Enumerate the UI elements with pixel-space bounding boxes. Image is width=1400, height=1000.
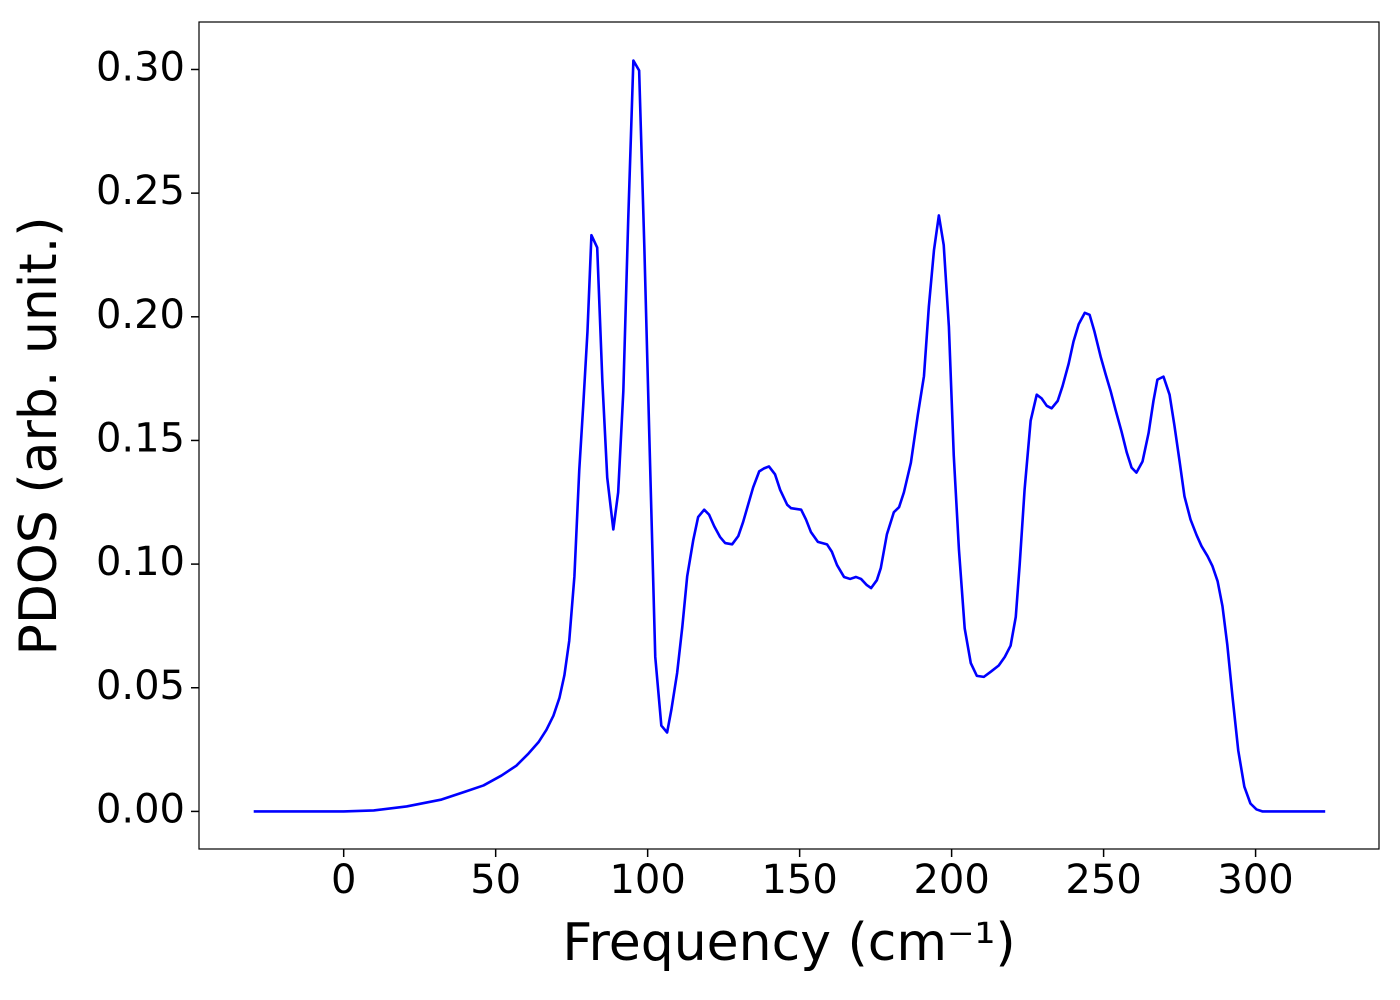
y-tick-label: 0.25 — [96, 168, 185, 214]
y-tick-label: 0.15 — [96, 415, 185, 461]
x-tick-label: 200 — [913, 857, 989, 903]
y-tick-label: 0.05 — [96, 663, 185, 709]
x-tick-label: 250 — [1065, 857, 1141, 903]
x-tick-label: 0 — [331, 857, 356, 903]
y-tick-label: 0.10 — [96, 539, 185, 585]
y-tick-label: 0.20 — [96, 292, 185, 338]
x-tick-label: 300 — [1217, 857, 1293, 903]
x-tick-label: 150 — [761, 857, 837, 903]
plot-frame — [198, 21, 1380, 850]
x-tick-label: 50 — [470, 857, 521, 903]
y-axis-label: PDOS (arb. unit.) — [9, 216, 69, 655]
x-tick-label: 100 — [609, 857, 685, 903]
data-line — [253, 59, 1326, 813]
y-tick-label: 0.00 — [96, 786, 185, 832]
x-axis-label: Frequency (cm⁻¹) — [562, 913, 1015, 973]
y-tick-label: 0.30 — [96, 44, 185, 90]
